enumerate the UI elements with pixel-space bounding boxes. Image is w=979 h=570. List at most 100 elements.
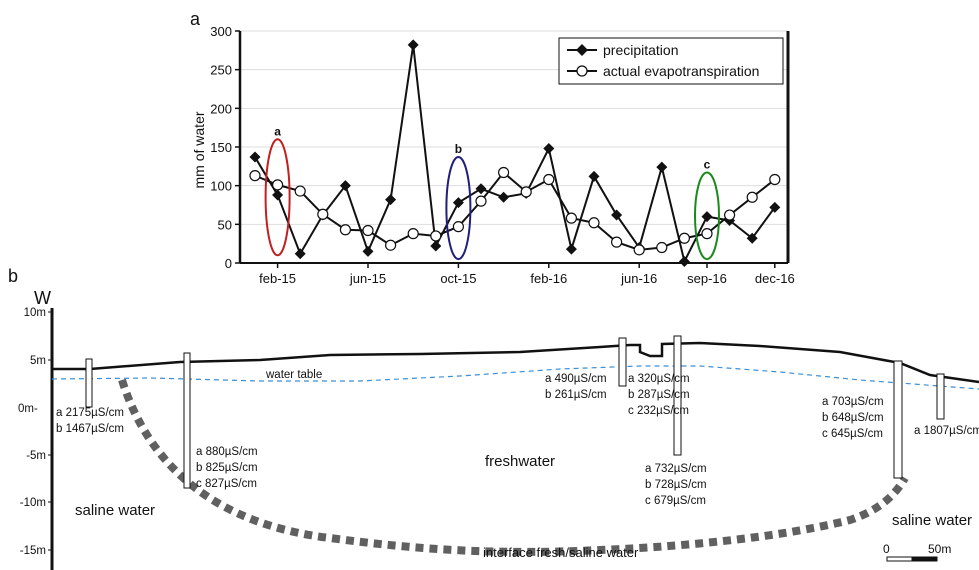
interface-label: interface fresh/saline water (483, 545, 639, 560)
well-7-reading-a: a 1807µS/cm (914, 425, 979, 437)
legend-aet-marker (576, 65, 588, 77)
chart-b-ytick-m15: -15m (20, 545, 46, 557)
aet-point-5 (362, 224, 374, 237)
ytick-label-300: 300 (210, 24, 232, 39)
precip-point-19 (678, 255, 690, 267)
well-6-reading-c: c 645µS/cm (822, 428, 883, 440)
chart-b-y-ticks: 10m 5m 0m- -5m -10m -15m (18, 307, 52, 557)
well-2-reading-a: a 880µS/cm (196, 446, 258, 458)
aet-point-23 (769, 173, 781, 186)
legend-precip-label: precipitation (603, 42, 679, 58)
well-1-reading-a: a 2175µS/cm (56, 407, 124, 419)
aet-point-19 (678, 232, 691, 244)
aet-point-12 (520, 186, 532, 198)
well-3-reading-b: b 261µS/cm (545, 389, 607, 401)
xtick-label-dec-16: dec-16 (755, 271, 795, 286)
precip-point-5 (362, 245, 374, 257)
well-4-reading-c: c 232µS/cm (628, 405, 689, 417)
ytick-label-150: 150 (210, 140, 232, 155)
well-4-reading-b: b 287µS/cm (628, 389, 690, 401)
xtick-label-jun-16: jun-16 (620, 271, 657, 286)
legend-box (558, 37, 784, 85)
precip-point-20 (701, 211, 713, 223)
chart-b-y-axis-label: W (34, 288, 51, 308)
legend-precip-marker (576, 44, 588, 56)
aet-point-6 (385, 239, 397, 251)
scale-bar-black (911, 556, 938, 562)
xtick-label-feb-15: feb-15 (259, 271, 296, 286)
annotation-ellipse-a (264, 138, 291, 257)
precip-point-11 (498, 191, 510, 203)
chart-a-x-ticks: feb-15 jun-15 oct-15 feb-16 jun-16 sep-16 dec-… (259, 263, 795, 286)
xtick-label-jun-15: jun-15 (349, 271, 386, 286)
chart-a-y-ticks: 0 50 100 150 200 250 300 (210, 24, 240, 271)
well-6 (936, 373, 945, 420)
well-4-reading-a: a 320µS/cm (628, 373, 690, 385)
aet-point-15 (588, 217, 600, 229)
ytick-label-200: 200 (210, 101, 232, 116)
precip-point-15 (588, 170, 600, 182)
aet-point-10 (475, 195, 487, 207)
precip-point-7 (407, 39, 419, 51)
precip-point-14 (565, 243, 577, 255)
precip-point-23 (769, 201, 781, 213)
chart-b: W 10m 5m 0m- -5m -10m -15m water table i… (18, 288, 979, 570)
ytick-label-50: 50 (218, 217, 232, 232)
well-1-reading-b: b 1467µS/cm (56, 423, 124, 435)
precip-point-9 (452, 197, 464, 209)
chart-a-annotations: a b c (264, 124, 720, 261)
aet-point-17 (633, 244, 645, 256)
well-3 (618, 337, 627, 387)
chart-b-ytick-0: 0m- (18, 403, 38, 415)
well-6-reading-a: a 703µS/cm (822, 396, 884, 408)
aet-point-1 (272, 179, 284, 191)
aet-point-21 (723, 209, 736, 221)
ground-surface (52, 341, 979, 384)
well-5-reading-b: b 728µS/cm (645, 479, 707, 491)
chart-a-series (249, 39, 781, 267)
precip-point-4 (339, 180, 351, 192)
precip-point-6 (385, 194, 397, 206)
aet-point-7 (407, 228, 419, 240)
well-1 (85, 358, 93, 408)
well-3-reading-a: a 490µS/cm (545, 373, 607, 385)
aet-point-4 (339, 224, 351, 236)
precip-point-10 (475, 183, 487, 195)
panel-b-label: b (8, 266, 18, 286)
precip-point-2 (294, 248, 306, 260)
chart-a-gridlines (240, 30, 788, 225)
well-4 (673, 335, 682, 456)
aet-point-2 (294, 185, 306, 197)
aet-point-14 (565, 212, 578, 224)
scale-bar-white (886, 556, 913, 562)
series-line-0 (254, 44, 776, 265)
water-table-label: water table (265, 369, 322, 381)
chart-b-ytick-m5: -5m (26, 450, 46, 462)
xtick-label-oct-15: oct-15 (440, 271, 476, 286)
chart-a-y-axis-label: mm of water (191, 111, 207, 188)
scale-length-label: 50m (928, 542, 951, 556)
precip-point-13 (543, 143, 555, 155)
well-5-reading-c: c 679µS/cm (645, 495, 706, 507)
water-table-line (51, 365, 979, 390)
legend-aet-label: actual evapotranspiration (603, 63, 759, 79)
annotation-ellipse-c (694, 171, 720, 261)
saline-water-right-label: saline water (892, 512, 972, 529)
aet-point-18 (656, 241, 668, 254)
precip-point-22 (746, 232, 758, 244)
aet-point-0 (249, 170, 261, 182)
well-2 (183, 352, 191, 489)
aet-point-16 (610, 236, 623, 248)
scale-bar: 0 50m (883, 542, 951, 562)
interface-line (118, 378, 909, 556)
aet-point-9 (452, 221, 464, 233)
precip-point-8 (430, 240, 442, 252)
precip-point-0 (249, 151, 261, 163)
chart-b-ytick-m10: -10m (20, 497, 46, 509)
well-6-reading-b: b 648µS/cm (822, 412, 884, 424)
well-5 (893, 360, 903, 479)
aet-point-8 (430, 230, 442, 242)
chart-b-ytick-5: 5m (30, 355, 46, 367)
